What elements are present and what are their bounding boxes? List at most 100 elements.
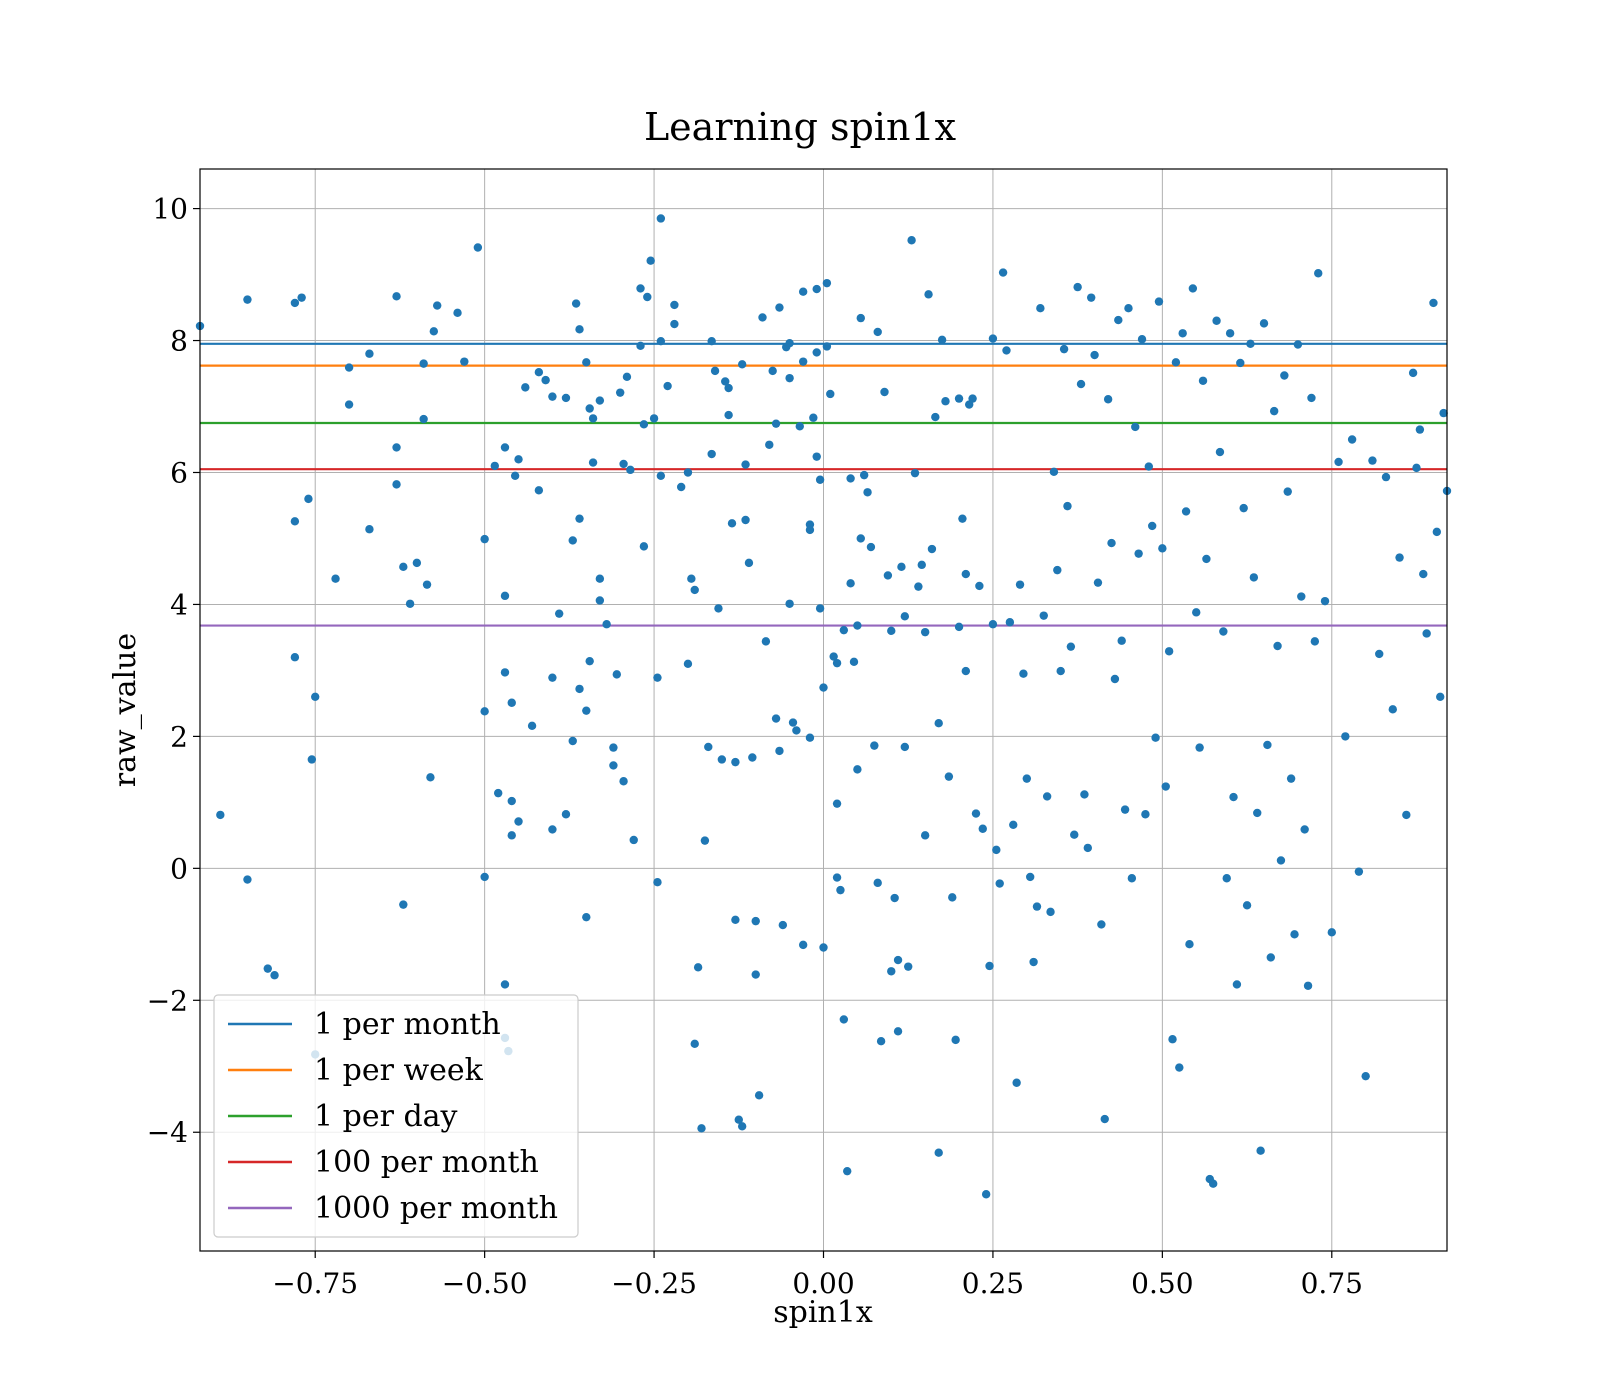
data-point (859, 470, 869, 480)
data-point (1286, 774, 1296, 783)
data-point (1429, 298, 1438, 308)
data-point (744, 558, 754, 568)
data-point (1127, 874, 1137, 883)
data-point (812, 284, 821, 294)
data-point (771, 714, 781, 723)
data-point (639, 420, 649, 429)
data-point (619, 459, 628, 469)
data-point (656, 214, 666, 223)
data-point (473, 243, 483, 252)
data-point (846, 474, 855, 483)
data-point (690, 1039, 699, 1049)
data-point (595, 596, 605, 605)
data-point (548, 392, 557, 401)
data-point (853, 765, 862, 774)
data-point (900, 612, 910, 621)
data-point (453, 308, 462, 318)
data-point (392, 292, 401, 301)
data-point (676, 482, 686, 492)
data-point (948, 893, 957, 902)
data-point (981, 1190, 991, 1199)
data-point (1280, 371, 1289, 380)
data-point (548, 673, 557, 682)
data-point (1154, 297, 1164, 306)
data-point (575, 514, 584, 523)
data-point (741, 515, 750, 525)
data-point (1171, 358, 1181, 367)
data-point (937, 335, 947, 345)
data-point (1347, 435, 1357, 444)
data-point (917, 560, 926, 570)
data-point (636, 284, 645, 293)
data-point (534, 368, 544, 377)
data-point (500, 443, 510, 452)
data-point (1192, 608, 1201, 617)
data-point (734, 1115, 743, 1124)
data-point (1188, 284, 1198, 293)
data-point (1178, 329, 1187, 338)
data-point (575, 325, 584, 334)
data-point (819, 943, 828, 952)
data-point (934, 718, 943, 728)
data-point (1049, 467, 1059, 477)
data-point (656, 336, 666, 346)
data-point (365, 525, 374, 534)
data-point (626, 465, 635, 475)
data-point (399, 900, 408, 909)
data-point (832, 658, 842, 668)
data-point (1276, 856, 1286, 865)
data-point (1168, 1035, 1177, 1044)
data-point (1053, 565, 1062, 575)
data-point (1320, 596, 1330, 606)
data-point (893, 1027, 903, 1036)
data-point (958, 514, 967, 523)
legend-label: 1 per week (314, 1053, 484, 1088)
data-point (1019, 669, 1028, 678)
data-point (1147, 521, 1157, 531)
data-point (683, 468, 693, 477)
data-point (507, 698, 516, 707)
data-point (1063, 501, 1072, 511)
legend-label: 1 per day (314, 1099, 458, 1134)
data-point (961, 666, 971, 676)
data-point (1215, 447, 1225, 457)
y-tick-label: 8 (170, 325, 188, 358)
data-point (714, 604, 723, 613)
data-point (1395, 553, 1404, 562)
data-point (521, 383, 530, 392)
data-point (514, 817, 523, 826)
data-point (1097, 920, 1106, 929)
data-point (890, 893, 899, 903)
data-point (1208, 1179, 1218, 1188)
data-point (1259, 319, 1269, 328)
data-point (765, 440, 774, 449)
data-point (829, 652, 838, 661)
data-point (978, 824, 987, 833)
data-point (798, 940, 808, 950)
data-point (1297, 592, 1306, 601)
y-tick-label: −4 (147, 1116, 188, 1149)
data-point (653, 673, 662, 682)
data-point (1158, 544, 1167, 553)
data-point (1120, 805, 1130, 814)
data-point (1368, 456, 1377, 465)
data-point (1239, 503, 1248, 513)
data-point (643, 292, 652, 302)
data-point (863, 488, 872, 497)
data-point (1415, 425, 1425, 434)
data-point (1056, 666, 1065, 676)
data-point (1408, 368, 1418, 378)
data-point (880, 387, 889, 397)
data-point (480, 534, 489, 544)
data-point (500, 591, 510, 601)
x-tick-label: −0.75 (272, 1267, 358, 1300)
data-point (1212, 316, 1221, 325)
data-point (585, 404, 594, 413)
data-point (1036, 304, 1045, 313)
data-point (1185, 940, 1194, 949)
legend-label: 100 per month (314, 1145, 539, 1180)
data-point (704, 742, 713, 752)
data-point (812, 452, 821, 461)
data-point (693, 963, 703, 972)
